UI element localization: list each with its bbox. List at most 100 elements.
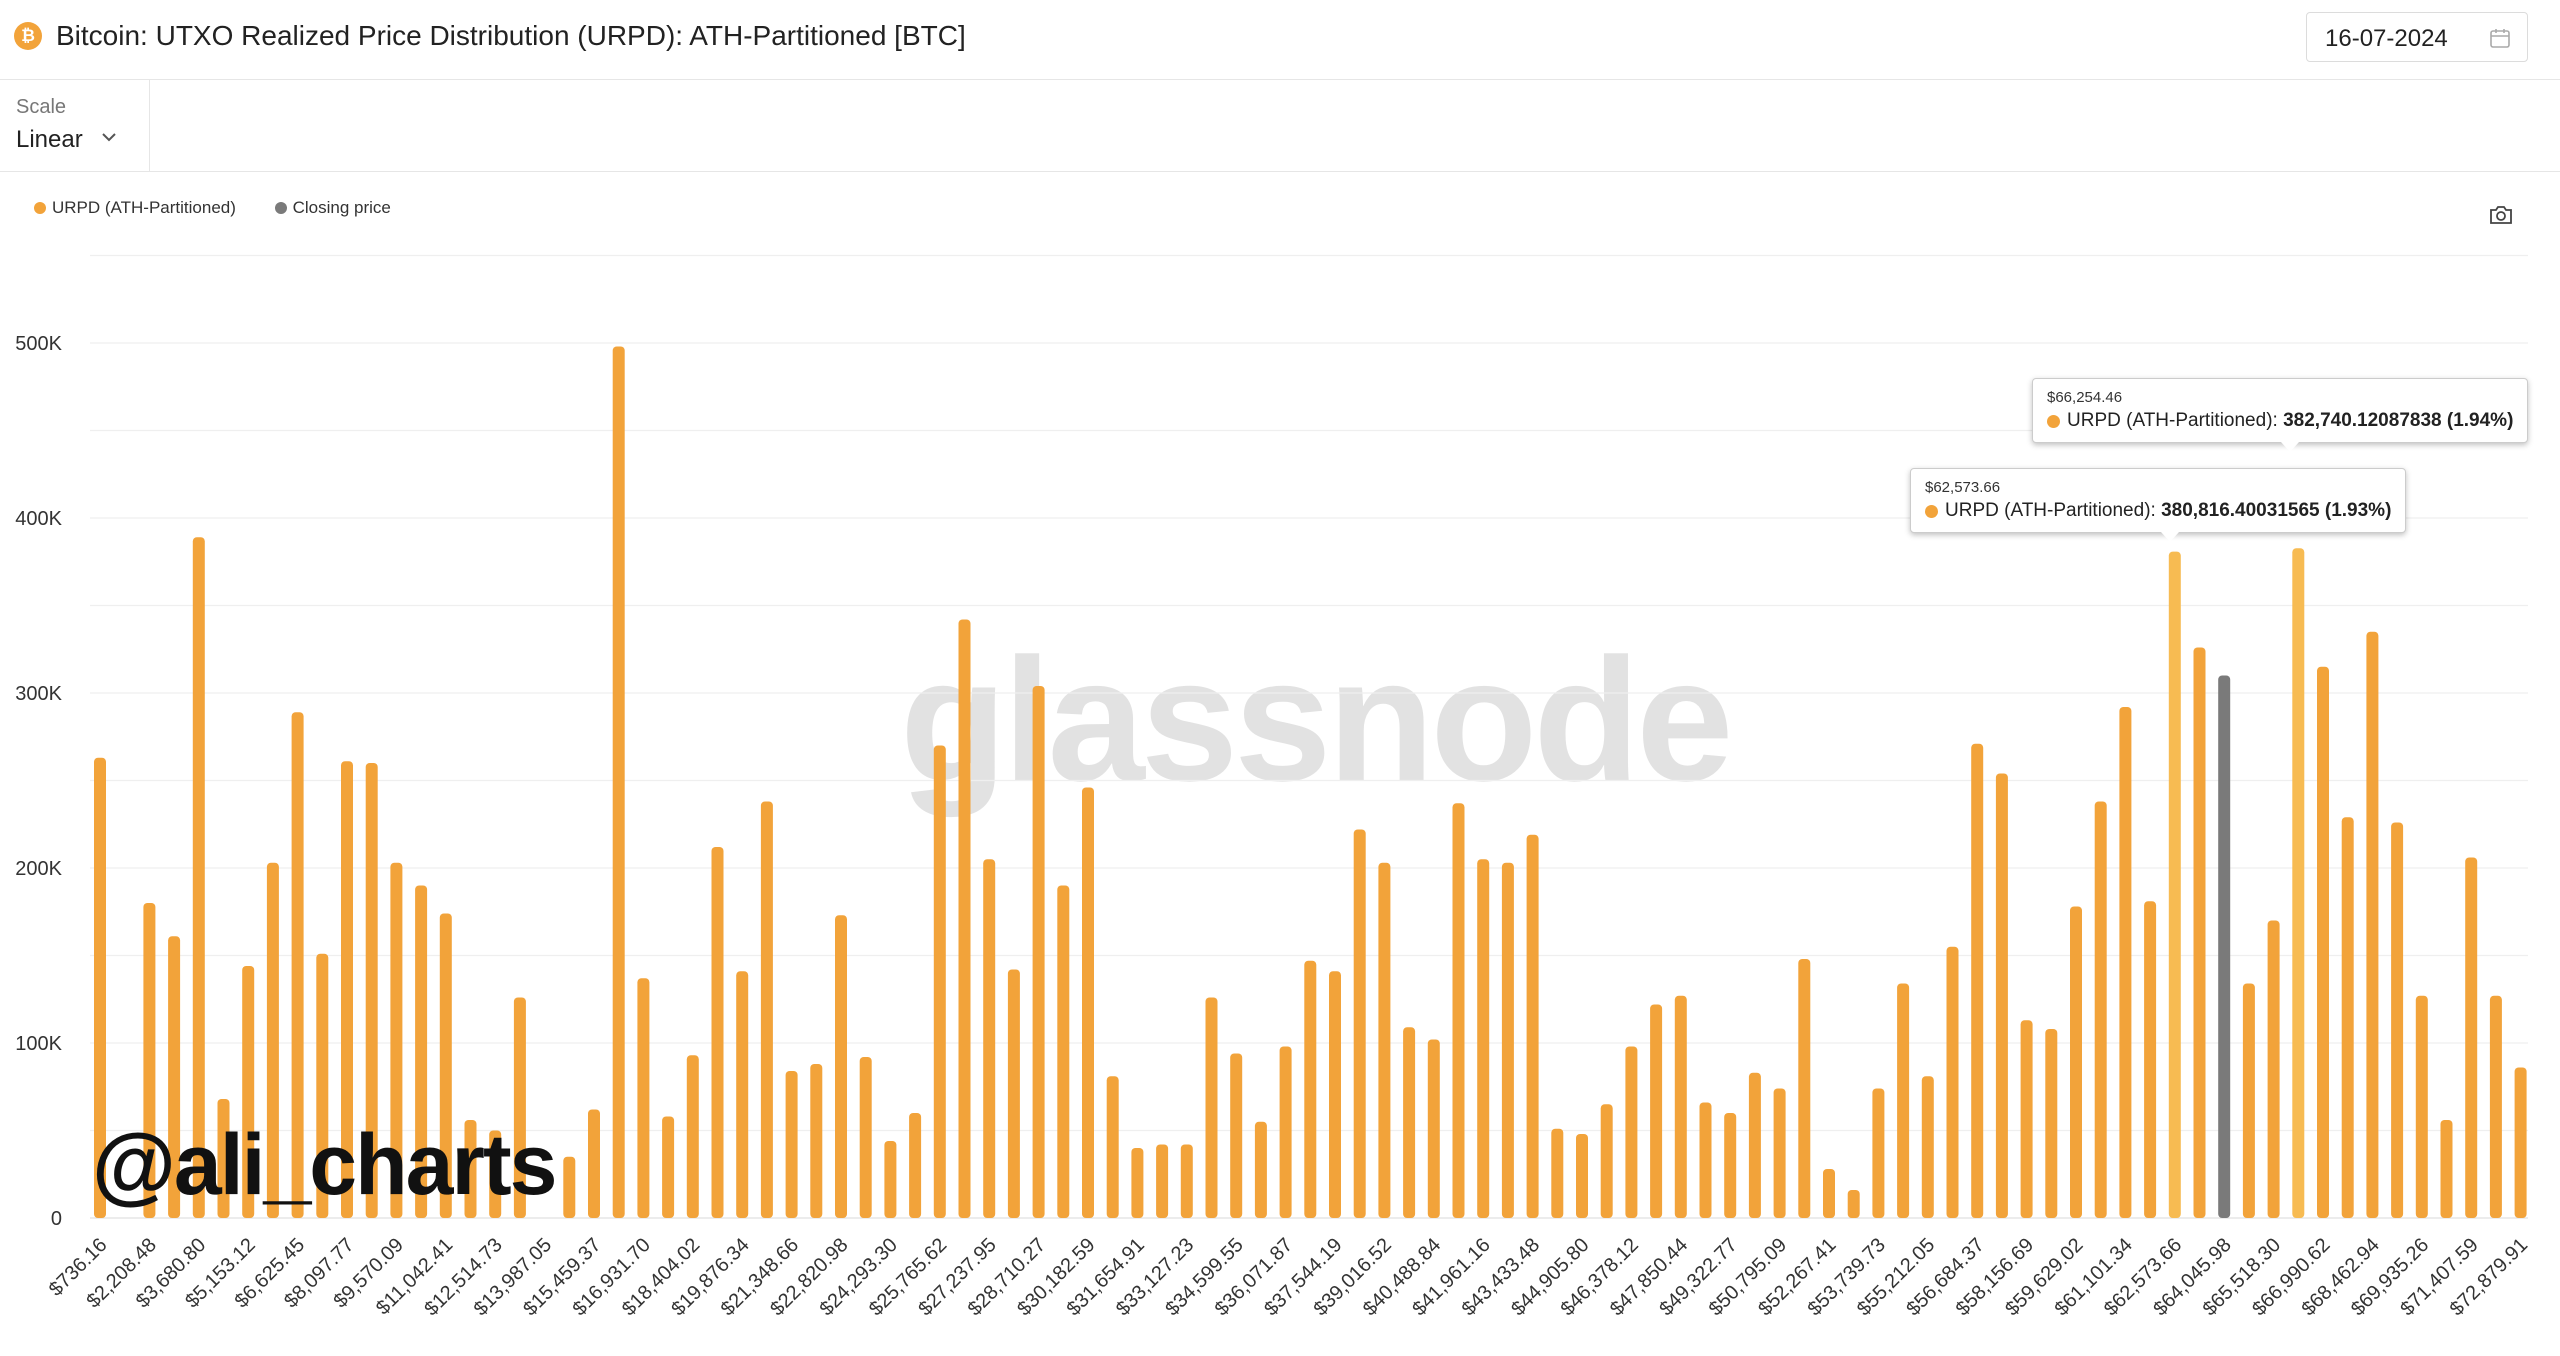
bar [2242, 983, 2255, 1218]
bar [2020, 1020, 2033, 1218]
bar [1007, 969, 1020, 1218]
bar [711, 847, 724, 1218]
bar [1477, 859, 1490, 1218]
bar [1230, 1053, 1243, 1218]
bar [464, 1120, 477, 1218]
bar [785, 1071, 798, 1218]
bar [835, 915, 847, 1218]
y-tick-label: 500K [15, 333, 62, 355]
bar [513, 997, 526, 1218]
legend-dot-urpd [34, 202, 46, 214]
bar [439, 913, 452, 1218]
bar [2070, 906, 2082, 1218]
tooltip-66254: $66,254.46 URPD (ATH-Partitioned): 382,7… [2032, 378, 2529, 452]
bar [1205, 997, 1218, 1218]
bar [266, 862, 279, 1218]
chart-header: ₿ Bitcoin: UTXO Realized Price Distribut… [0, 0, 2560, 80]
bar [341, 761, 353, 1218]
bar [1156, 1144, 1169, 1218]
bar [958, 619, 971, 1218]
closing-price-bar [2218, 675, 2231, 1218]
tooltip-x-label: $66,254.46 [2047, 389, 2123, 406]
bar [2465, 857, 2478, 1218]
bar [415, 885, 428, 1218]
bar [1650, 1004, 1663, 1218]
bar [2317, 666, 2329, 1218]
bar [2094, 801, 2107, 1218]
tooltip-value-line: URPD (ATH-Partitioned): 382,740.12087838… [2047, 410, 2513, 432]
bar [1279, 1046, 1292, 1218]
bar [217, 1099, 230, 1218]
bar [1082, 787, 1094, 1218]
bar [2267, 920, 2280, 1218]
bar [1106, 1076, 1119, 1218]
bitcoin-icon: ₿ [14, 22, 42, 50]
bar [760, 801, 773, 1218]
bar [316, 953, 329, 1218]
bar [2341, 817, 2354, 1218]
y-tick-label: 0 [51, 1208, 62, 1230]
bar [2168, 551, 2181, 1218]
bar [291, 712, 304, 1218]
tooltip-series: URPD (ATH-Partitioned) [1945, 500, 2151, 521]
bar [637, 978, 650, 1218]
bar [143, 903, 156, 1218]
tooltip-value: 382,740.12087838 (1.94%) [2283, 410, 2514, 431]
date-picker[interactable]: 16-07-2024 [2306, 12, 2528, 62]
legend-dot-closing-price [274, 202, 287, 214]
bar [2489, 995, 2502, 1218]
author-signature: @ali_charts [92, 1117, 557, 1213]
bar [1576, 1134, 1588, 1218]
bar [736, 971, 749, 1218]
tooltip-arrow [2281, 442, 2299, 452]
camera-icon[interactable] [2488, 204, 2514, 231]
bar [686, 1055, 699, 1218]
y-tick-label: 300K [15, 683, 62, 705]
bar [662, 1116, 675, 1218]
bar [2366, 631, 2379, 1218]
bar [1971, 743, 1984, 1218]
scale-selector[interactable]: Scale Linear [0, 80, 150, 171]
bar [884, 1141, 897, 1218]
bar [1847, 1190, 1860, 1218]
bar [1403, 1027, 1416, 1218]
tooltip-value-line: URPD (ATH-Partitioned): 380,816.40031565… [1925, 500, 2391, 522]
tooltip-62573: $62,573.66 URPD (ATH-Partitioned): 380,8… [1910, 468, 2407, 542]
bar [2415, 995, 2428, 1218]
bar [933, 745, 946, 1218]
legend-label-closing-price: Closing price [292, 198, 391, 217]
tooltip-dot [1925, 504, 1938, 518]
bar [1625, 1046, 1638, 1218]
legend-item-closing-price[interactable]: Closing price [274, 198, 391, 218]
bar [1699, 1102, 1712, 1218]
bar [1254, 1121, 1267, 1218]
bar [1378, 862, 1391, 1218]
bar [1600, 1104, 1613, 1218]
chevron-down-icon [100, 130, 118, 148]
bar [1452, 803, 1465, 1218]
legend-label-urpd: URPD (ATH-Partitioned) [52, 198, 236, 217]
bar [2514, 1067, 2527, 1218]
bar [168, 936, 181, 1218]
bar [192, 537, 205, 1218]
bar [1304, 960, 1317, 1218]
chart-legend: URPD (ATH-Partitioned) Closing price [34, 198, 425, 219]
tooltip-series: URPD (ATH-Partitioned) [2067, 410, 2273, 431]
scale-value: Linear [16, 126, 83, 153]
bar [365, 763, 378, 1218]
bar [2144, 901, 2157, 1218]
tooltip-value: 380,816.40031565 (1.93%) [2161, 500, 2392, 521]
bar [1674, 995, 1687, 1218]
bar [1057, 885, 1070, 1218]
y-tick-label: 400K [15, 508, 62, 530]
y-tick-label: 200K [15, 858, 62, 880]
bar [1501, 862, 1514, 1218]
calendar-icon [2489, 27, 2511, 54]
bar [1180, 1144, 1193, 1218]
date-value: 16-07-2024 [2325, 25, 2448, 52]
bar [2292, 548, 2305, 1218]
bar [1995, 773, 2008, 1218]
legend-item-urpd[interactable]: URPD (ATH-Partitioned) [34, 198, 236, 218]
bar [1131, 1148, 1144, 1218]
